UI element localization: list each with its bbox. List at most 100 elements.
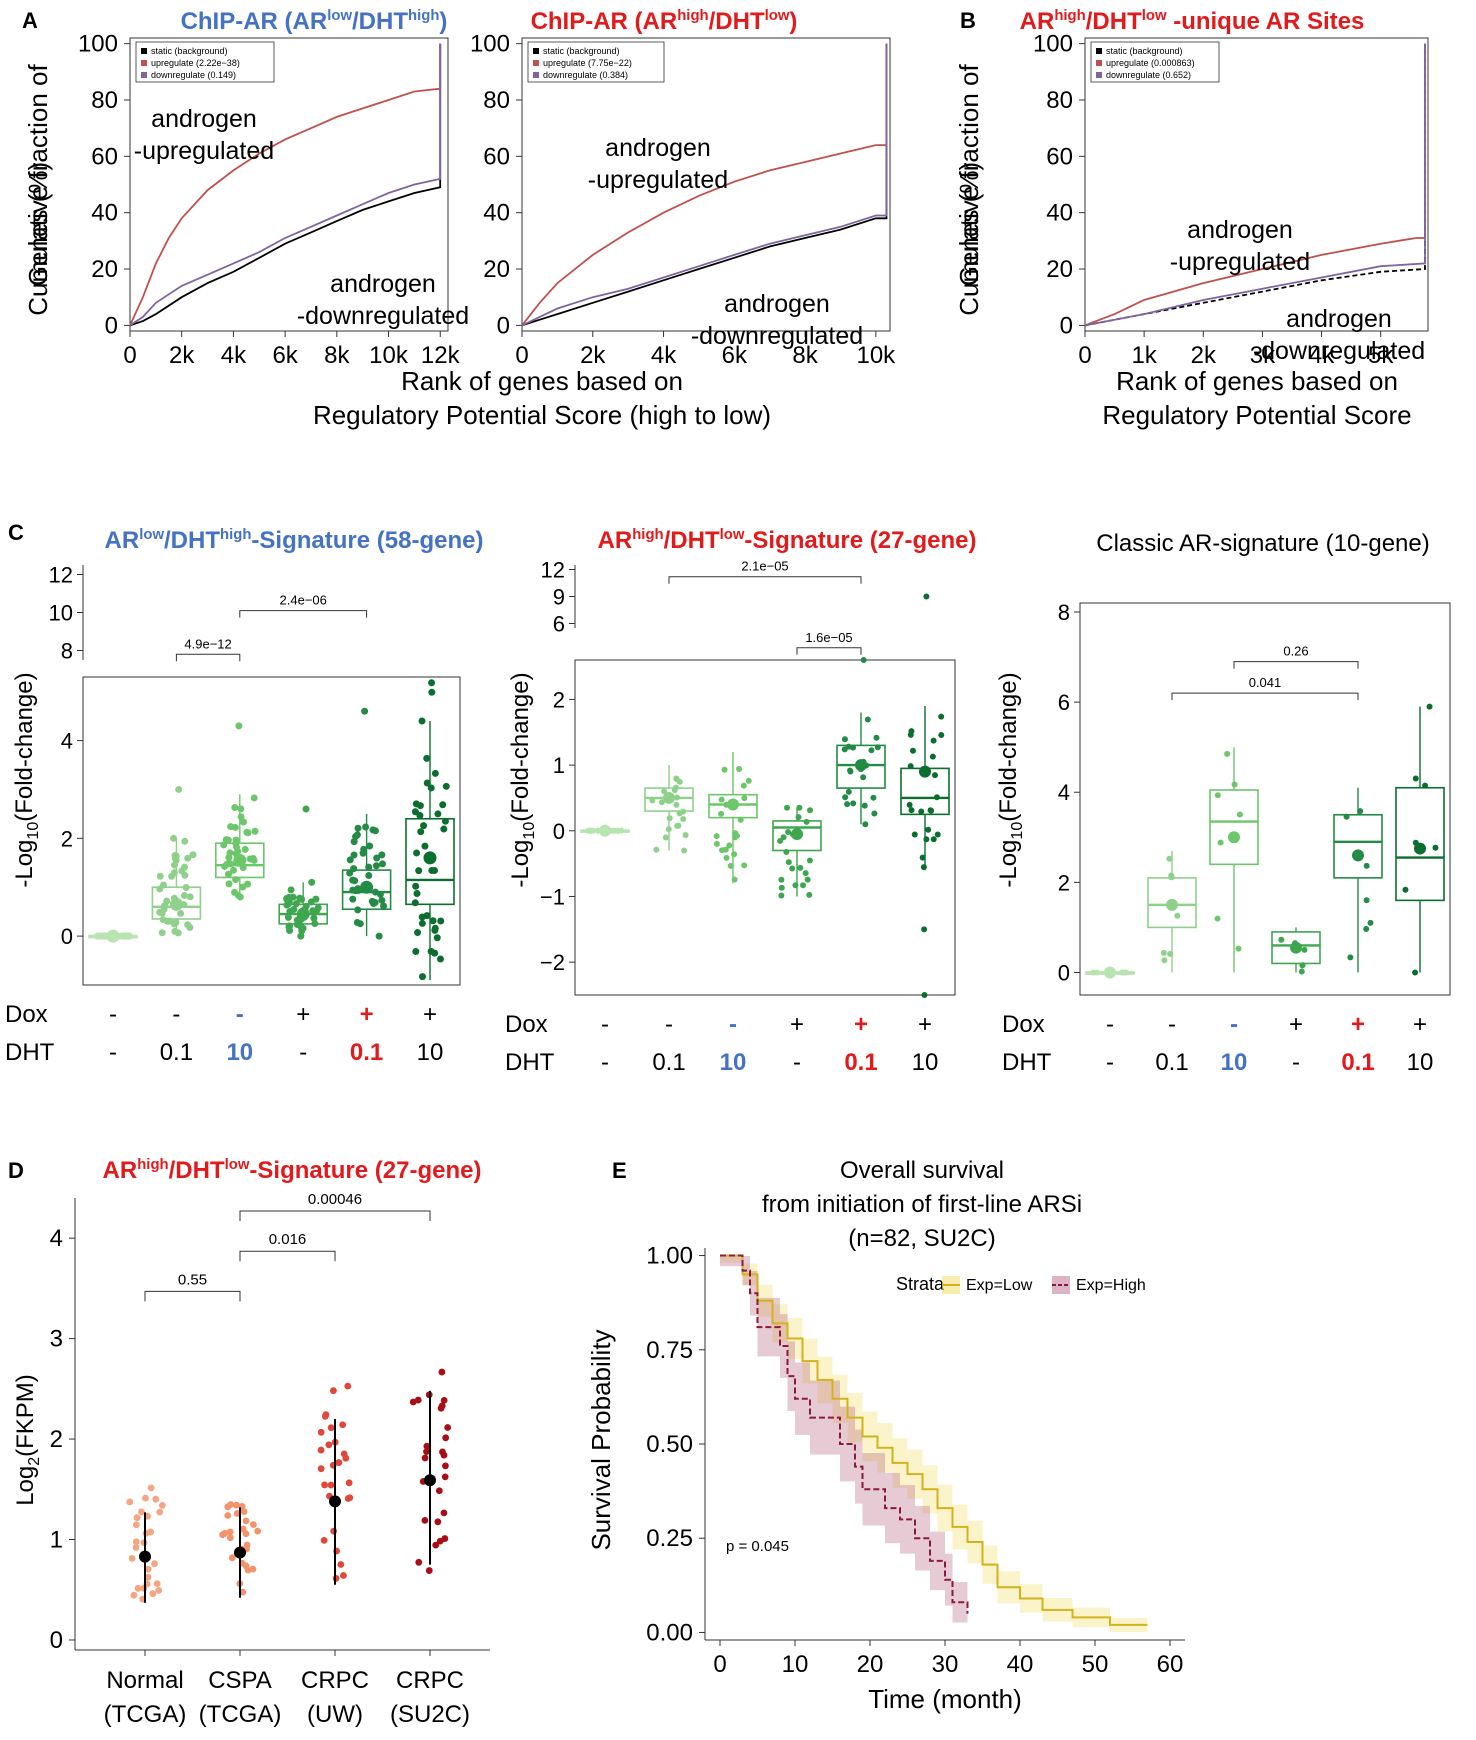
y-tick-label: 80 <box>483 87 510 114</box>
data-point <box>239 883 247 891</box>
legend-entry: upregulate (7.75e−22) <box>543 58 632 68</box>
data-point <box>923 836 930 843</box>
x-tick-label: 50 <box>1082 1651 1109 1678</box>
data-point <box>309 907 317 915</box>
data-point <box>181 871 189 879</box>
legend-box <box>1090 41 1220 83</box>
panel-letter-d: D <box>8 1158 24 1183</box>
data-point <box>302 805 310 813</box>
dox-value: + <box>423 1001 437 1028</box>
dox-value: + <box>1289 1011 1303 1038</box>
data-point <box>233 1510 241 1517</box>
legend-entry: upregulate (2.22e−38) <box>151 58 240 68</box>
confidence-band <box>720 1255 1148 1632</box>
data-point <box>329 1387 337 1395</box>
significance-bracket <box>239 1210 431 1222</box>
chart-title: ARlow/DHThigh-Signature (58-gene) <box>105 527 484 554</box>
data-point <box>349 895 357 903</box>
data-point <box>442 1462 449 1470</box>
data-point <box>133 1514 141 1522</box>
x-tick-label: 4k <box>651 342 677 369</box>
y-tick-label: 0.25 <box>646 1525 693 1552</box>
data-point <box>317 1465 325 1473</box>
dht-value: - <box>299 1039 307 1066</box>
annotation-downregulated: -downregulated <box>691 322 863 350</box>
panel-letter-a: A <box>22 8 38 33</box>
data-point <box>841 746 848 753</box>
data-point <box>442 1434 450 1442</box>
data-point <box>806 807 813 814</box>
data-point <box>155 1586 163 1594</box>
data-point <box>658 799 665 806</box>
legend-swatch <box>1096 72 1102 78</box>
data-point <box>290 905 298 913</box>
y-tick-label: 80 <box>1046 87 1073 114</box>
y-tick-label: 0 <box>50 1627 63 1654</box>
data-point <box>1412 775 1419 782</box>
data-point <box>317 1428 325 1436</box>
mean-point <box>599 824 611 837</box>
dht-value: - <box>109 1039 117 1066</box>
mean-point <box>663 791 675 804</box>
panel-letter-b: B <box>960 8 976 33</box>
data-point <box>327 1481 335 1489</box>
panel-letter-c: C <box>8 520 24 545</box>
y-tick-label: 60 <box>1046 143 1073 170</box>
y-tick-label: 6 <box>553 612 565 637</box>
data-point <box>423 1448 430 1456</box>
data-point <box>128 1554 136 1562</box>
y-tick-label: 0 <box>1058 960 1070 985</box>
data-point <box>118 932 126 940</box>
plot-frame <box>82 676 461 986</box>
data-point <box>1094 969 1101 976</box>
data-point <box>330 1527 338 1535</box>
dht-value: 0.1 <box>160 1039 193 1066</box>
data-point <box>1160 949 1167 956</box>
row-label-dht: DHT <box>5 1039 55 1066</box>
data-point <box>160 905 168 913</box>
data-point <box>1168 872 1175 879</box>
data-point <box>418 919 426 927</box>
annotation-upregulated: androgen <box>1187 216 1293 244</box>
data-point <box>908 728 915 735</box>
data-point <box>226 1528 234 1536</box>
legend-entry: upregulate (0.000863) <box>1106 58 1195 68</box>
data-point <box>171 851 179 859</box>
data-point <box>845 788 852 795</box>
data-point <box>327 1424 335 1432</box>
dht-value: 0.1 <box>1341 1049 1374 1076</box>
data-point <box>283 901 291 909</box>
dht-value: 10 <box>1221 1049 1248 1076</box>
data-point <box>662 834 669 841</box>
y-tick-label: 20 <box>91 256 118 283</box>
data-point <box>737 816 744 823</box>
data-point <box>415 1558 423 1566</box>
data-point <box>795 814 802 821</box>
series-line-upregulate <box>129 43 442 326</box>
y-tick-label: 2 <box>1058 870 1070 895</box>
data-point <box>731 876 738 883</box>
data-point <box>142 1529 150 1537</box>
mean-point <box>791 828 803 841</box>
box-body <box>1209 789 1259 866</box>
legend-swatch <box>141 60 147 66</box>
data-point <box>676 810 683 817</box>
data-point <box>286 922 294 930</box>
data-point <box>923 593 930 600</box>
panel-letter-e: E <box>612 1158 627 1183</box>
data-point <box>416 811 424 819</box>
y-tick-label: 40 <box>483 200 510 227</box>
dox-value: - <box>109 1001 117 1028</box>
chart-title: ChIP-AR (ARlow/DHThigh) <box>181 8 448 35</box>
legend-entry: static (background) <box>543 46 620 56</box>
data-point <box>732 830 739 837</box>
mean-point <box>855 759 867 772</box>
data-point <box>423 779 431 787</box>
data-point <box>740 782 747 789</box>
data-point <box>140 1584 148 1592</box>
data-point <box>442 782 450 790</box>
data-point <box>906 801 913 808</box>
plot-frame <box>1079 602 1451 996</box>
data-point <box>713 840 720 847</box>
data-point <box>741 795 748 802</box>
